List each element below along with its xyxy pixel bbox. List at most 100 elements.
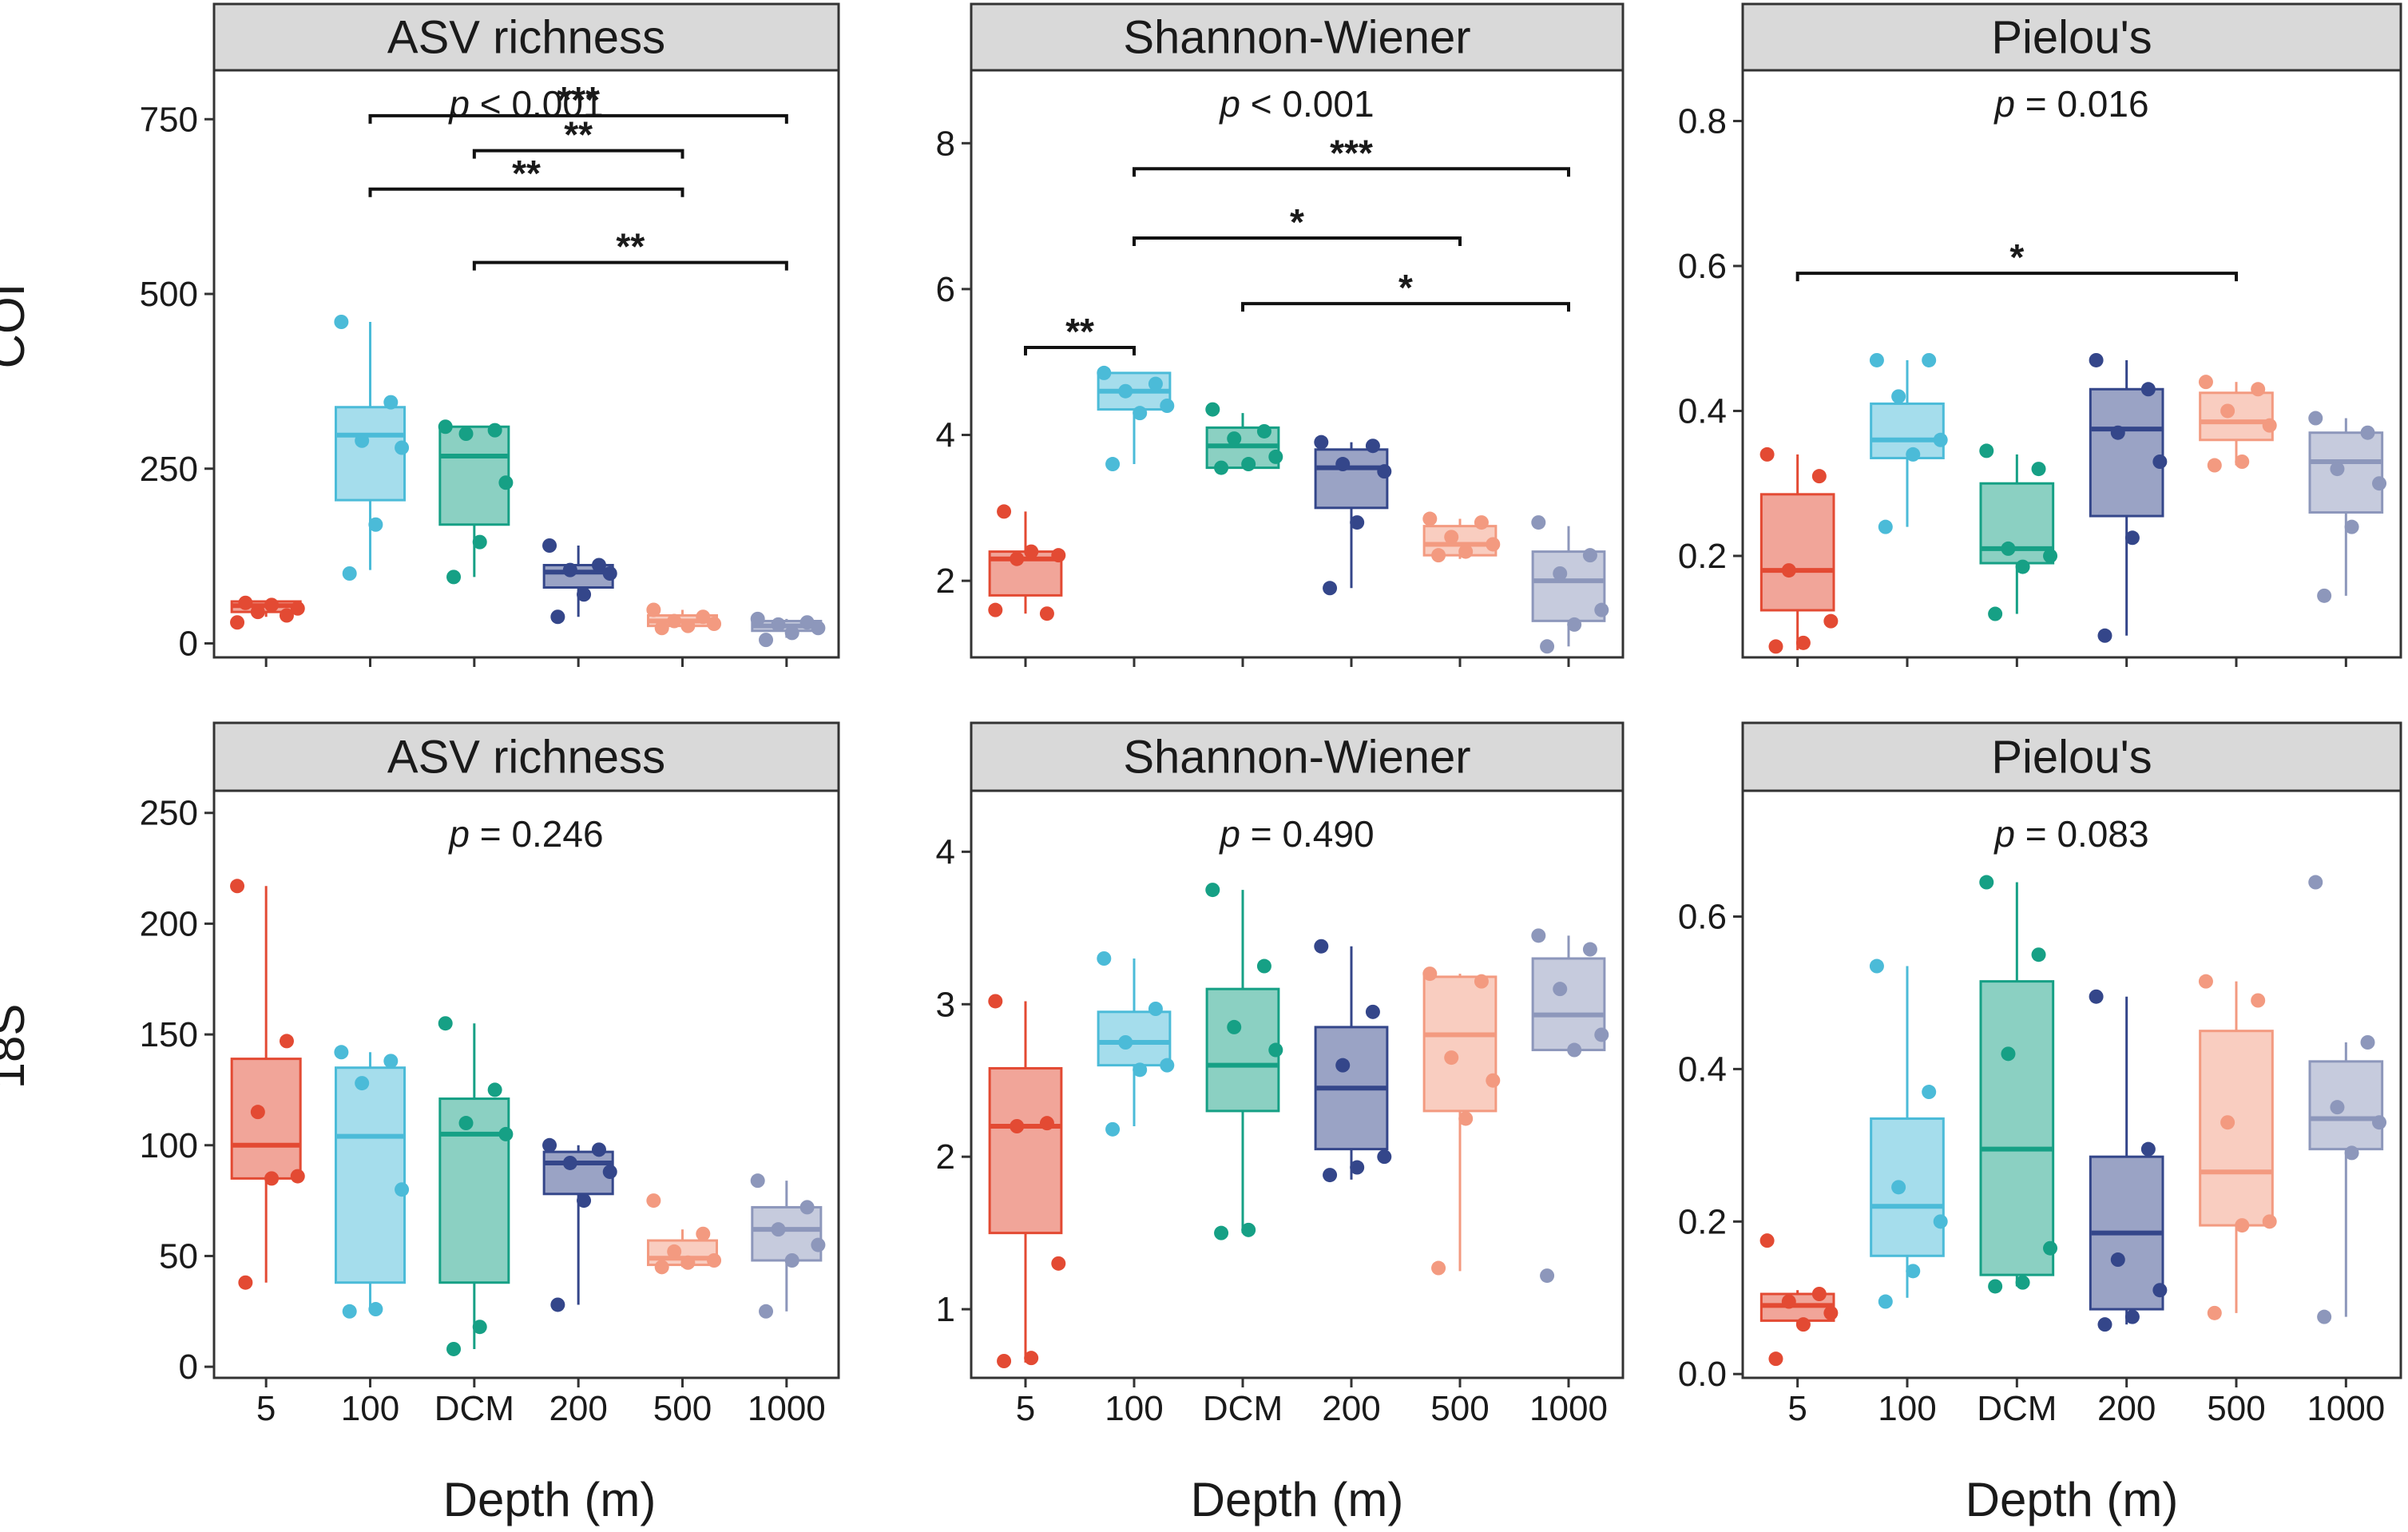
data-point bbox=[759, 1304, 774, 1319]
x-tick-label: 5 bbox=[1787, 1389, 1807, 1428]
x-tick-label: 200 bbox=[2097, 1389, 2156, 1428]
data-point bbox=[562, 562, 577, 577]
data-point bbox=[1906, 447, 1921, 462]
data-point bbox=[1205, 402, 1220, 417]
p-value-label: p < 0.001 bbox=[1218, 83, 1374, 125]
box-iqr bbox=[1870, 402, 1945, 459]
significance-stars: *** bbox=[1330, 132, 1373, 173]
data-point bbox=[1148, 1002, 1163, 1016]
data-point bbox=[1241, 1222, 1256, 1237]
data-point bbox=[1160, 1058, 1175, 1073]
data-point bbox=[279, 608, 294, 623]
x-axis-title-col2: Depth (m) bbox=[1191, 1473, 1404, 1526]
data-point bbox=[2089, 989, 2104, 1004]
data-point bbox=[1531, 928, 1546, 943]
row-label-coi: COI bbox=[0, 284, 34, 369]
y-tick-label: 0 bbox=[179, 1347, 198, 1387]
data-point bbox=[438, 419, 453, 435]
data-point bbox=[1256, 423, 1271, 439]
p-value-rest: < 0.001 bbox=[470, 83, 604, 125]
data-point bbox=[1323, 1168, 1338, 1183]
data-point bbox=[667, 613, 682, 629]
data-point bbox=[1039, 1116, 1054, 1131]
y-tick-label: 250 bbox=[140, 794, 198, 833]
data-point bbox=[1097, 951, 1112, 966]
data-point bbox=[1474, 515, 1489, 530]
box-5 bbox=[988, 511, 1063, 614]
data-point bbox=[750, 611, 765, 626]
data-point bbox=[472, 534, 487, 550]
data-point bbox=[1256, 958, 1271, 974]
box-iqr bbox=[334, 1066, 407, 1284]
data-point bbox=[472, 1320, 487, 1335]
data-point bbox=[542, 1137, 557, 1153]
data-point bbox=[1010, 1119, 1025, 1133]
data-point bbox=[355, 1076, 370, 1091]
data-point bbox=[1768, 639, 1783, 654]
p-value-italic: p bbox=[1993, 813, 2015, 855]
x-tick-label: 500 bbox=[653, 1389, 712, 1428]
data-point bbox=[1891, 1180, 1906, 1195]
data-point bbox=[1988, 606, 2003, 621]
data-point bbox=[2207, 458, 2222, 473]
data-point bbox=[290, 601, 305, 616]
strip-title: Pielou's bbox=[1991, 732, 2152, 784]
x-tick-label: 1000 bbox=[1529, 1389, 1608, 1428]
significance-stars: * bbox=[2009, 236, 2024, 278]
data-point bbox=[1422, 511, 1438, 526]
box-iqr bbox=[438, 425, 510, 526]
data-point bbox=[498, 475, 514, 490]
data-point bbox=[1811, 1287, 1827, 1301]
data-point bbox=[458, 427, 474, 441]
data-point bbox=[997, 1354, 1012, 1368]
box-iqr bbox=[2308, 1060, 2384, 1151]
panel-18s-3: Pielou's 0.0 0.2 0.4 0.6 5 100 DCM 200 500 1000 p =… bbox=[1678, 721, 2402, 1428]
data-point bbox=[1051, 548, 1066, 563]
data-point bbox=[1567, 617, 1582, 632]
data-point bbox=[1118, 383, 1133, 399]
data-point bbox=[591, 1142, 606, 1157]
data-point bbox=[1314, 939, 1329, 954]
data-point bbox=[811, 1237, 826, 1252]
data-point bbox=[1567, 1042, 1582, 1058]
data-point bbox=[2043, 548, 2058, 563]
data-point bbox=[1594, 602, 1609, 617]
y-tick-label: 500 bbox=[140, 275, 198, 314]
data-point bbox=[1922, 352, 1937, 367]
data-point bbox=[250, 605, 265, 620]
plot-area bbox=[212, 69, 840, 659]
data-point bbox=[2372, 476, 2387, 491]
data-point bbox=[264, 597, 280, 613]
box-DCM bbox=[438, 425, 510, 577]
y-tick-label: 0 bbox=[179, 625, 198, 664]
box-500 bbox=[1422, 974, 1498, 1272]
significance-bracket bbox=[1795, 272, 2238, 282]
data-point bbox=[1458, 1111, 1474, 1126]
data-point bbox=[334, 315, 349, 329]
x-tick-label: 500 bbox=[1430, 1389, 1489, 1428]
data-point bbox=[1431, 1260, 1446, 1276]
data-point bbox=[997, 504, 1012, 519]
plot-area bbox=[212, 789, 840, 1379]
data-point bbox=[2262, 1214, 2277, 1229]
data-point bbox=[1335, 457, 1351, 472]
data-point bbox=[1933, 432, 1948, 447]
data-point bbox=[2152, 1283, 2168, 1298]
strip-header bbox=[212, 2, 840, 72]
x-tick-label: 100 bbox=[1105, 1389, 1163, 1428]
box-100 bbox=[1097, 958, 1172, 1126]
data-point bbox=[602, 566, 617, 581]
data-point bbox=[1227, 431, 1242, 447]
significance-bracket bbox=[1133, 236, 1462, 246]
data-point bbox=[2330, 1100, 2345, 1115]
data-point bbox=[2220, 1115, 2235, 1130]
data-point bbox=[1205, 883, 1220, 898]
data-point bbox=[2317, 1309, 2332, 1324]
data-point bbox=[1781, 1294, 1796, 1309]
data-point bbox=[368, 517, 383, 532]
data-point bbox=[988, 994, 1003, 1009]
y-tick-label: 0.4 bbox=[1678, 1050, 1727, 1089]
significance-bracket bbox=[1241, 302, 1570, 312]
